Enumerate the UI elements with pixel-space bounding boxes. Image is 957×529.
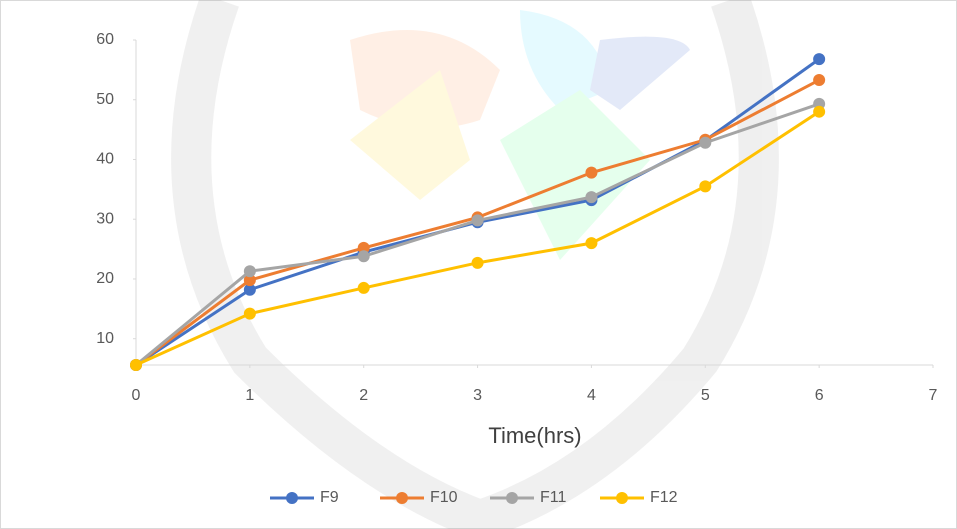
legend-label: F11 — [540, 489, 566, 506]
y-tick-label: 30 — [96, 210, 114, 227]
x-tick-label: 6 — [815, 387, 824, 404]
data-point — [813, 53, 825, 65]
x-tick-label: 2 — [359, 387, 368, 404]
legend-label: F10 — [430, 489, 458, 506]
data-point — [585, 237, 597, 249]
legend-marker — [506, 492, 518, 504]
data-point — [130, 359, 142, 371]
x-tick-label: 3 — [473, 387, 482, 404]
data-point — [585, 167, 597, 179]
legend-marker — [396, 492, 408, 504]
x-tick-label: 0 — [132, 387, 141, 404]
x-axis-title: Time(hrs) — [488, 423, 581, 448]
data-point — [358, 282, 370, 294]
data-point — [472, 214, 484, 226]
data-point — [472, 257, 484, 269]
data-point — [699, 137, 711, 149]
legend-marker — [286, 492, 298, 504]
legend-label: F12 — [650, 489, 678, 506]
y-tick-label: 20 — [96, 270, 114, 287]
chart: Time(hrs) 10 20 30 40 50 60 0 1 2 3 4 5 6 7 F9 F10 F11 F1… — [0, 0, 957, 529]
page: {"chart_data": {"type": "line", "x_label… — [0, 0, 957, 529]
data-point — [585, 191, 597, 203]
data-point — [699, 180, 711, 192]
y-tick-label: 50 — [96, 91, 114, 108]
x-tick-label: 4 — [587, 387, 596, 404]
data-point — [244, 265, 256, 277]
data-point — [813, 106, 825, 118]
legend-label: F9 — [320, 489, 339, 506]
x-tick-label: 5 — [701, 387, 710, 404]
y-tick-label: 60 — [96, 31, 114, 48]
y-tick-label: 40 — [96, 151, 114, 168]
data-point — [358, 250, 370, 262]
x-tick-label: 1 — [245, 387, 254, 404]
x-tick-label: 7 — [929, 387, 938, 404]
data-point — [244, 308, 256, 320]
legend-marker — [616, 492, 628, 504]
y-tick-label: 10 — [96, 330, 114, 347]
data-point — [813, 74, 825, 86]
